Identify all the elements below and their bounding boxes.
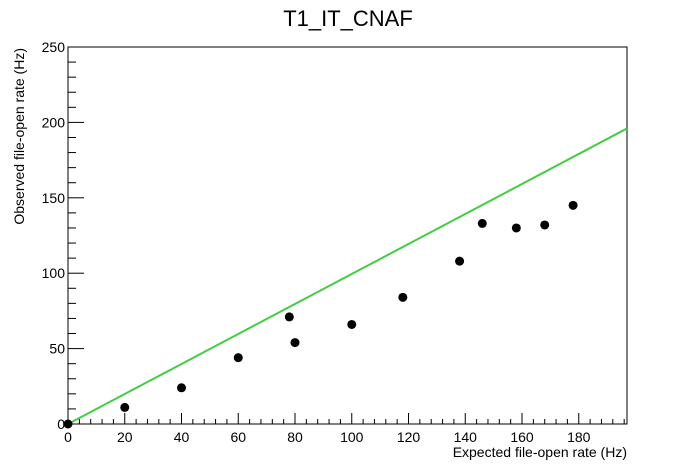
x-tick-label: 40 xyxy=(174,429,190,445)
data-point xyxy=(63,419,73,429)
plot-frame xyxy=(67,46,628,425)
x-tick-label: 100 xyxy=(340,429,364,445)
x-tick-label: 0 xyxy=(64,429,72,445)
x-tick-label: 180 xyxy=(567,429,591,445)
y-tick-label: 50 xyxy=(49,341,65,357)
reference-line-layer xyxy=(67,127,628,425)
data-point xyxy=(455,256,465,266)
data-points xyxy=(63,200,578,429)
y-tick-label: 100 xyxy=(42,265,66,281)
data-point xyxy=(177,383,187,393)
x-tick-label: 60 xyxy=(230,429,246,445)
axis-ticks: 0 20 40 60 80 100 120 140 160 180 0 50 100 150 200 250 xyxy=(42,39,625,445)
x-tick-label: 120 xyxy=(397,429,421,445)
chart-title: T1_IT_CNAF xyxy=(283,6,413,31)
data-point xyxy=(284,312,294,322)
data-point xyxy=(347,319,357,329)
y-tick-label: 0 xyxy=(57,416,65,432)
data-point xyxy=(120,402,130,412)
data-point xyxy=(290,338,300,348)
y-tick-label: 250 xyxy=(42,39,66,55)
data-point xyxy=(477,218,487,228)
x-tick-label: 140 xyxy=(454,429,478,445)
x-axis-label: Expected file-open rate (Hz) xyxy=(453,444,627,460)
data-point xyxy=(511,223,521,233)
plot-border xyxy=(67,46,628,425)
x-tick-label: 20 xyxy=(117,429,133,445)
reference-line xyxy=(67,127,628,425)
x-tick-label: 80 xyxy=(287,429,303,445)
data-point xyxy=(540,220,550,230)
data-point xyxy=(568,200,578,210)
x-tick-label: 160 xyxy=(510,429,534,445)
y-axis-label: Observed file-open rate (Hz) xyxy=(11,48,27,225)
y-tick-label: 150 xyxy=(42,190,66,206)
data-point xyxy=(233,353,243,363)
y-tick-label: 200 xyxy=(42,114,66,130)
data-point xyxy=(398,292,408,302)
